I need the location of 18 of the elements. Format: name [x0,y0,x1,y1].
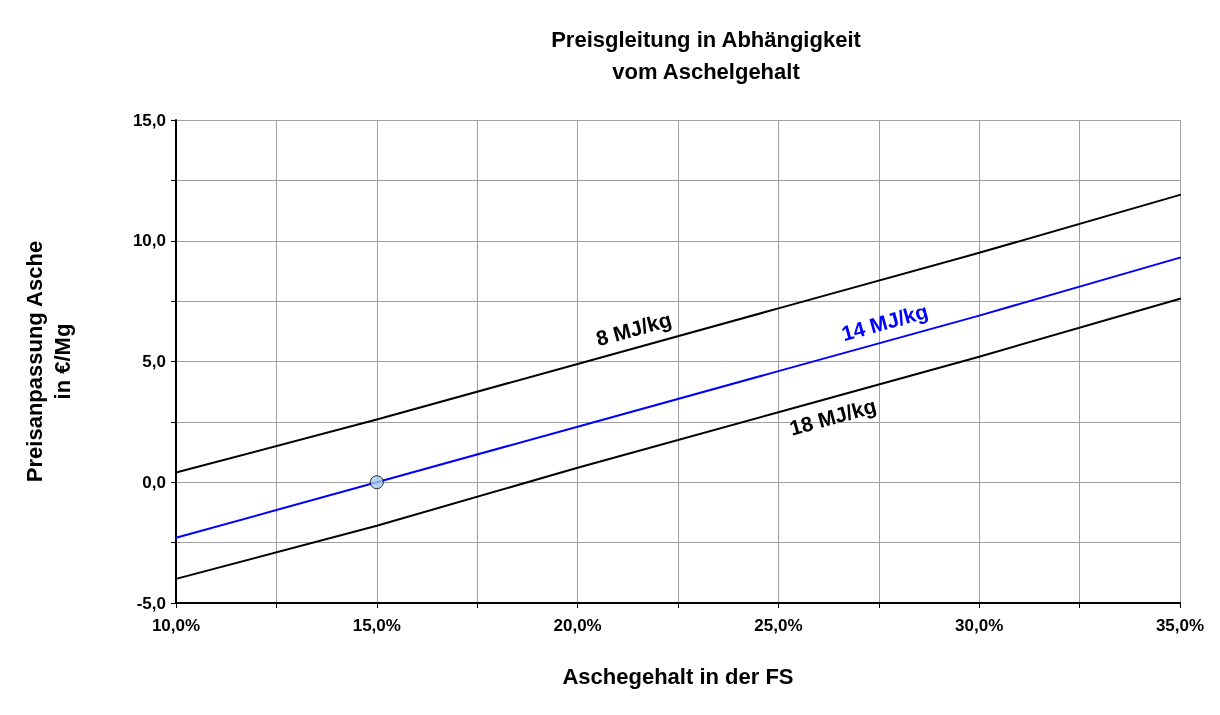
line-series [175,256,1181,539]
x-tick-label: 25,0% [754,616,803,635]
x-tick-label: 30,0% [955,616,1004,635]
x-tick-label: 20,0% [553,616,602,635]
text: 14 MJ/kg [838,299,931,346]
x-axis-title: Aschegehalt in der FS [562,663,794,689]
x-tick-label: 35,0% [1155,616,1205,635]
y-tick-label: -5,0 [136,593,166,613]
y-axis-title: Preisanpassung Asche in €/Mg [21,240,75,483]
y-tick-label: 5,0 [142,352,166,371]
text: 18 MJ/kg [786,393,879,440]
y-tick-label: 0,0 [142,472,166,492]
chart-title: Preisgleitung in Abhängigkeit vom Aschelgehalt [551,26,862,84]
y-tick-label: 10,0 [132,231,166,251]
x-tick-label: 15,0% [352,616,401,635]
x-tick-label: 10,0% [151,616,201,635]
text: 8 MJ/kg [593,307,674,351]
y-tick-label: 15,0 [132,110,166,130]
